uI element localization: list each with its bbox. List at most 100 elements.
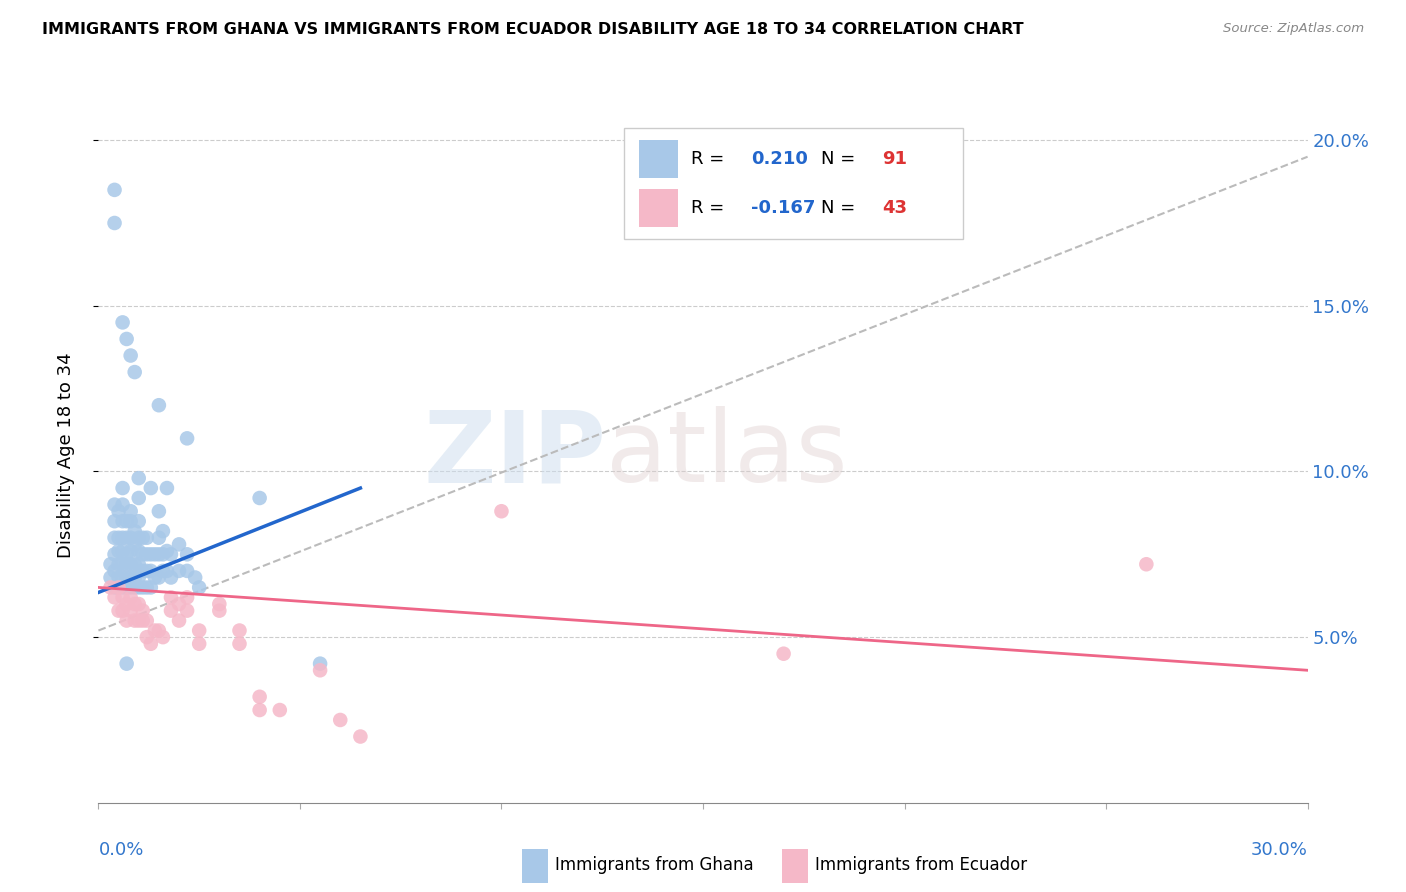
Point: [772, 647, 794, 661]
Point: [115, 614, 138, 628]
Point: [124, 524, 146, 538]
Point: [111, 498, 134, 512]
Point: [132, 581, 155, 595]
Point: [148, 531, 170, 545]
Point: [349, 730, 371, 744]
Text: 43: 43: [882, 199, 907, 217]
Point: [115, 547, 138, 561]
Point: [269, 703, 291, 717]
Text: R =: R =: [690, 199, 730, 217]
Text: Source: ZipAtlas.com: Source: ZipAtlas.com: [1223, 22, 1364, 36]
Bar: [638, 140, 678, 178]
Point: [228, 624, 250, 638]
Point: [143, 624, 166, 638]
Point: [249, 690, 271, 704]
Point: [107, 581, 129, 595]
Point: [111, 315, 134, 329]
Point: [176, 564, 198, 578]
Point: [135, 614, 157, 628]
Point: [1135, 558, 1157, 572]
Point: [120, 570, 142, 584]
Point: [111, 531, 134, 545]
Point: [148, 398, 170, 412]
Point: [128, 531, 150, 545]
Point: [139, 581, 162, 595]
Point: [132, 531, 155, 545]
Point: [111, 558, 134, 572]
Point: [124, 558, 146, 572]
Point: [100, 558, 122, 572]
Point: [176, 604, 198, 618]
Point: [103, 216, 125, 230]
Point: [124, 581, 146, 595]
Point: [167, 614, 190, 628]
Point: [103, 547, 125, 561]
Point: [120, 349, 142, 363]
Point: [103, 591, 125, 605]
Point: [143, 570, 166, 584]
Point: [128, 514, 150, 528]
Y-axis label: Disability Age 18 to 34: Disability Age 18 to 34: [56, 352, 75, 558]
Point: [184, 570, 207, 584]
Point: [135, 547, 157, 561]
Point: [128, 581, 150, 595]
Point: [115, 332, 138, 346]
Point: [309, 657, 332, 671]
Point: [111, 604, 134, 618]
Text: IMMIGRANTS FROM GHANA VS IMMIGRANTS FROM ECUADOR DISABILITY AGE 18 TO 34 CORRELA: IMMIGRANTS FROM GHANA VS IMMIGRANTS FROM…: [42, 22, 1024, 37]
Point: [120, 514, 142, 528]
Point: [167, 564, 190, 578]
Text: -0.167: -0.167: [751, 199, 815, 217]
Point: [132, 564, 155, 578]
Point: [148, 624, 170, 638]
Text: atlas: atlas: [606, 407, 848, 503]
Point: [152, 630, 174, 644]
Point: [124, 365, 146, 379]
Text: 91: 91: [882, 150, 907, 169]
Point: [128, 544, 150, 558]
Text: R =: R =: [690, 150, 730, 169]
Point: [188, 581, 211, 595]
Point: [128, 570, 150, 584]
Point: [107, 604, 129, 618]
Point: [124, 597, 146, 611]
Point: [128, 614, 150, 628]
Point: [107, 581, 129, 595]
Point: [111, 581, 134, 595]
Point: [107, 531, 129, 545]
Point: [115, 597, 138, 611]
Text: 30.0%: 30.0%: [1251, 841, 1308, 859]
Point: [148, 570, 170, 584]
Point: [103, 183, 125, 197]
Point: [139, 637, 162, 651]
Point: [132, 604, 155, 618]
Point: [167, 537, 190, 551]
Point: [132, 547, 155, 561]
Point: [115, 558, 138, 572]
Point: [152, 547, 174, 561]
Point: [120, 531, 142, 545]
Point: [135, 531, 157, 545]
Point: [107, 558, 129, 572]
Point: [160, 604, 183, 618]
Bar: [522, 849, 548, 883]
Point: [156, 564, 179, 578]
Point: [111, 591, 134, 605]
Point: [120, 558, 142, 572]
Point: [139, 564, 162, 578]
Point: [128, 471, 150, 485]
Point: [309, 663, 332, 677]
Point: [208, 597, 231, 611]
Point: [249, 703, 271, 717]
Point: [124, 537, 146, 551]
Point: [156, 481, 179, 495]
Point: [249, 491, 271, 505]
Point: [135, 630, 157, 644]
Point: [132, 614, 155, 628]
Point: [188, 637, 211, 651]
Text: N =: N =: [821, 199, 862, 217]
Point: [160, 570, 183, 584]
Text: 0.210: 0.210: [751, 150, 808, 169]
Point: [148, 547, 170, 561]
Point: [115, 570, 138, 584]
